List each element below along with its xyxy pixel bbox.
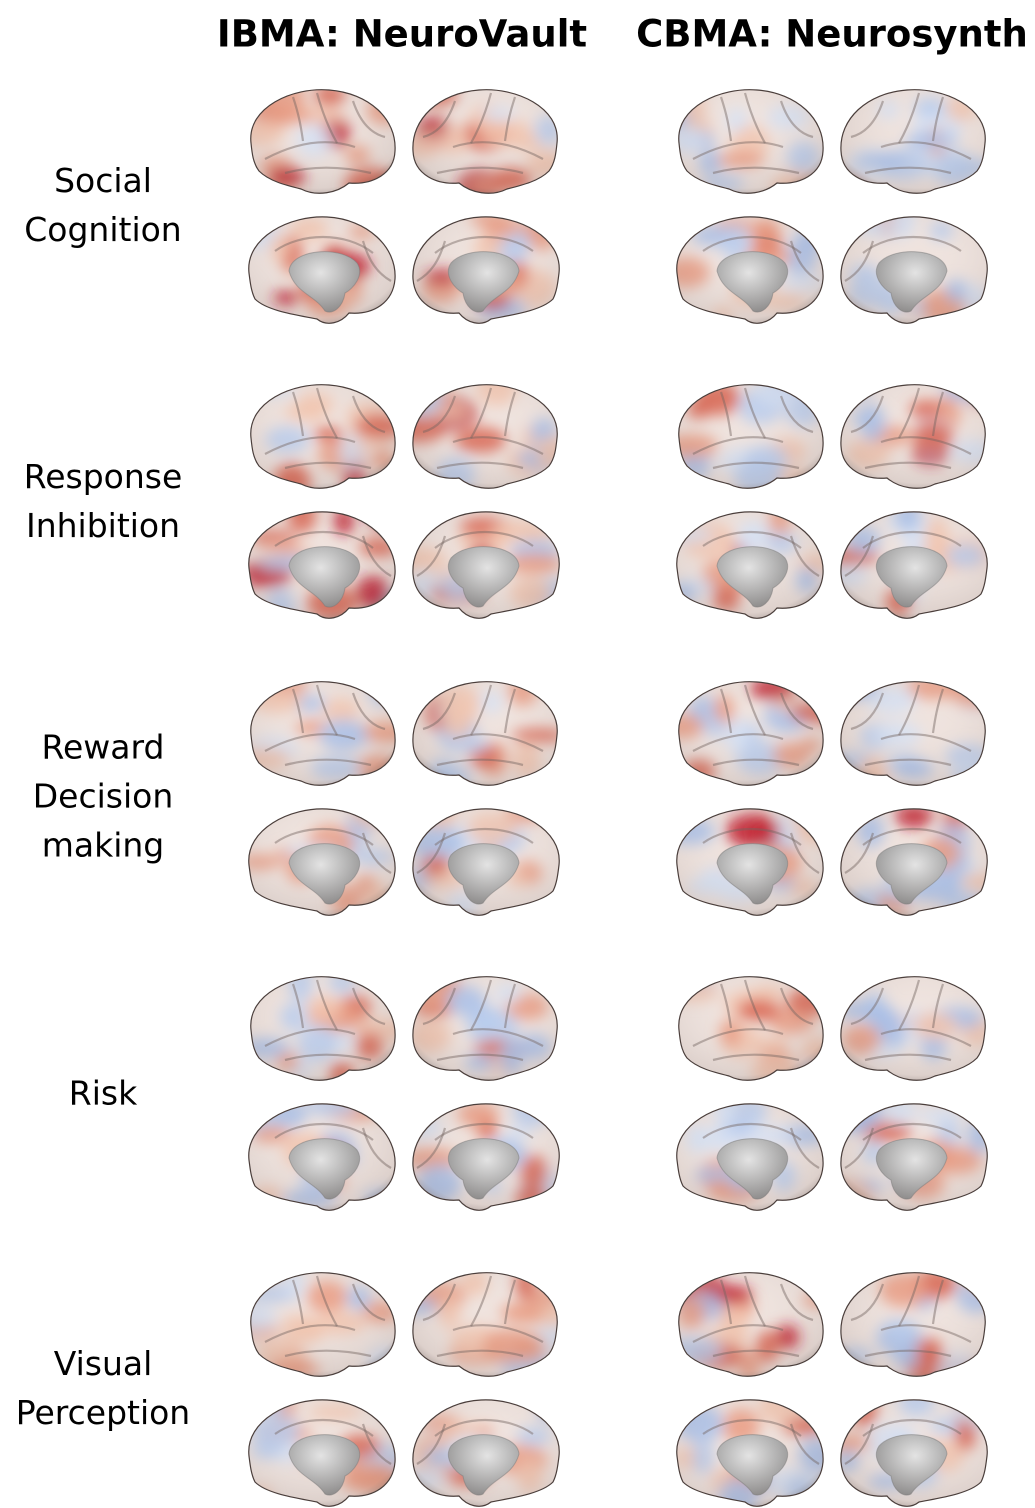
brain-shading — [412, 89, 558, 194]
brain-shading — [250, 976, 396, 1081]
brain-right — [412, 216, 560, 324]
row-label: Reward — [42, 728, 165, 767]
brain-left — [250, 1272, 396, 1377]
brain-shading — [248, 216, 396, 324]
brain-shading — [676, 216, 824, 324]
brain-left — [250, 89, 396, 194]
column-title: IBMA: NeuroVault — [217, 13, 587, 56]
brain-left — [248, 511, 396, 619]
brain-right — [840, 1103, 988, 1211]
brain-shading — [676, 808, 824, 916]
row-label: Decision — [33, 777, 174, 816]
brain-left — [248, 216, 396, 324]
brain-left — [676, 216, 824, 324]
brain-shading — [248, 808, 396, 916]
brain-right — [412, 384, 558, 489]
brain-shading — [412, 1103, 560, 1211]
row-label: Risk — [69, 1074, 138, 1113]
brain-shading — [678, 1272, 824, 1377]
brain-shading — [248, 1399, 396, 1507]
brain-left — [248, 1399, 396, 1507]
brain-right — [840, 976, 986, 1081]
brain-left — [676, 1103, 824, 1211]
brain-left — [678, 976, 824, 1081]
brain-left — [250, 976, 396, 1081]
brain-left — [676, 1399, 824, 1507]
brain-left — [248, 808, 396, 916]
row-label: Perception — [16, 1393, 190, 1432]
brain-right — [412, 681, 558, 786]
brain-left — [250, 681, 396, 786]
brain-shading — [840, 681, 986, 786]
brain-shading — [250, 1272, 396, 1377]
activation-blob — [367, 511, 396, 529]
brain-left — [676, 511, 824, 619]
brain-shading — [840, 1272, 986, 1377]
brain-right — [412, 976, 558, 1081]
brain-shading — [840, 384, 986, 489]
brain-shading — [840, 808, 988, 916]
row-label: Visual — [54, 1344, 153, 1383]
row-label: Inhibition — [26, 506, 180, 545]
brain-shading — [840, 216, 988, 324]
brain-shading — [840, 976, 986, 1081]
activation-blob — [362, 808, 395, 824]
brain-shading — [676, 1399, 824, 1507]
row-label: making — [42, 826, 165, 865]
brain-left — [248, 1103, 396, 1211]
brain-shading — [412, 976, 558, 1081]
brain-shading — [412, 681, 558, 786]
activation-blob — [967, 1272, 986, 1293]
brain-right — [412, 1399, 560, 1507]
brain-shading — [412, 511, 560, 619]
brain-right — [840, 511, 988, 619]
brain-shading — [250, 681, 396, 786]
brain-right — [412, 89, 558, 194]
brain-shading — [840, 89, 986, 194]
brain-left — [250, 384, 396, 489]
brain-right — [840, 89, 986, 194]
brain-left — [676, 808, 824, 916]
brain-right — [412, 1272, 558, 1377]
brain-shading — [412, 808, 560, 916]
row-label: Cognition — [24, 210, 181, 249]
brain-left — [678, 1272, 824, 1377]
brain-right — [840, 384, 986, 489]
brain-shading — [678, 384, 824, 489]
brain-shading — [678, 976, 824, 1081]
activation-blob — [840, 384, 873, 399]
activation-blob — [840, 178, 864, 194]
brain-shading — [412, 384, 558, 489]
brain-shading — [412, 216, 560, 324]
brain-shading — [676, 1103, 824, 1211]
brain-right — [840, 1399, 988, 1507]
brain-shading — [676, 511, 824, 619]
brain-shading — [412, 1272, 558, 1377]
row-label: Response — [24, 457, 183, 496]
brain-left — [678, 681, 824, 786]
brain-right — [840, 1272, 986, 1377]
column-title: CBMA: Neurosynth — [636, 13, 1028, 56]
brain-shading — [678, 89, 824, 194]
brain-shading — [840, 511, 988, 619]
brain-right — [840, 681, 986, 786]
brain-shading — [250, 89, 396, 194]
brain-shading — [840, 1399, 988, 1507]
brain-shading — [840, 1103, 988, 1211]
brain-left — [678, 384, 824, 489]
brain-right — [412, 1103, 560, 1211]
brain-shading — [248, 511, 396, 619]
brain-shading — [250, 384, 396, 489]
brain-left — [678, 89, 824, 194]
brain-shading — [412, 1399, 560, 1507]
brain-shading — [248, 1103, 396, 1211]
brain-right — [412, 808, 560, 916]
brain-right — [840, 808, 988, 916]
brain-shading — [678, 681, 824, 786]
brain-right — [840, 216, 988, 324]
row-label: Social — [54, 161, 152, 200]
brain-right — [412, 511, 560, 619]
